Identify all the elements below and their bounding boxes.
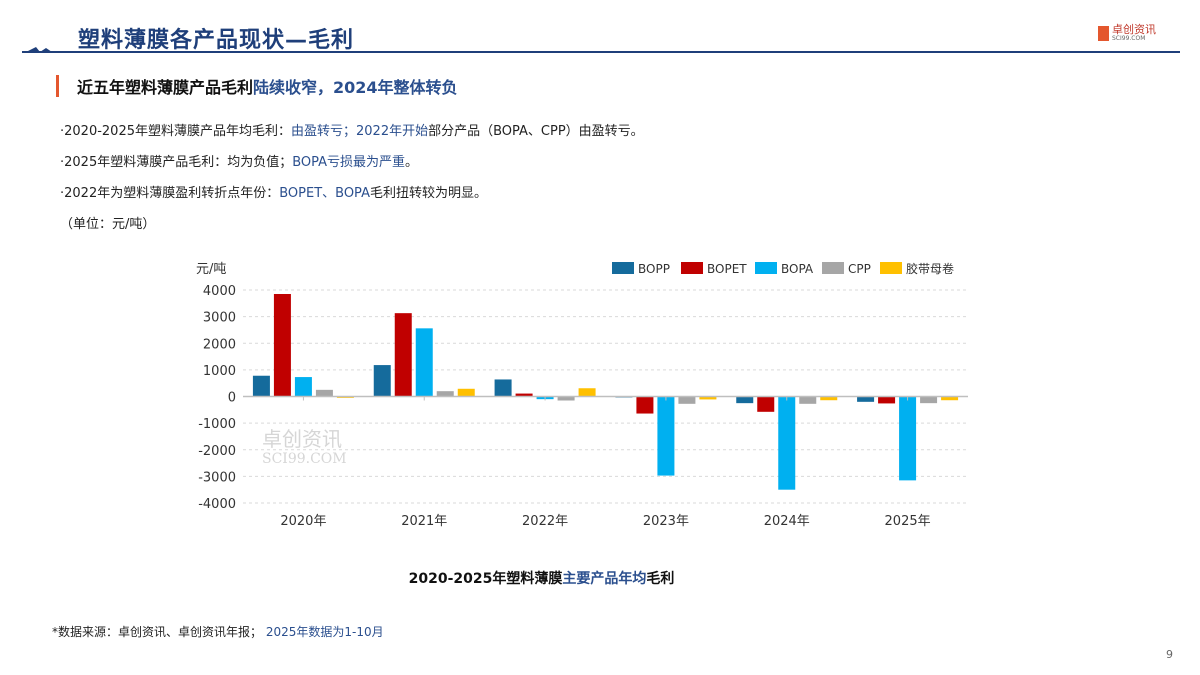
- y-tick-label: 0: [228, 391, 236, 406]
- bar-chart: 元/吨 4000 3000 2000 1000 0 -1000 -2000 -3000 -4000…: [196, 261, 968, 529]
- bar-BOPA: [294, 377, 312, 397]
- x-tick-label: 2021年: [401, 514, 447, 529]
- y-tick-label: 2000: [203, 337, 236, 352]
- bar-胶带母卷: [820, 396, 838, 401]
- y-tick-label: 4000: [203, 284, 236, 299]
- bullet-3: ·2022年为塑料薄膜盈利转折点年份：BOPET、BOPA毛利扭转较为明显。: [60, 186, 487, 201]
- bar-BOPA: [899, 396, 917, 481]
- bar-BOPA: [657, 396, 675, 476]
- bar-BOPA: [415, 328, 433, 397]
- bullet-2: ·2025年塑料薄膜产品毛利：均为负值；BOPA亏损最为严重。: [60, 155, 419, 170]
- bar-胶带母卷: [578, 388, 596, 397]
- legend-swatch-BOPA: [755, 262, 777, 274]
- x-tick-label: 2020年: [280, 514, 326, 529]
- bar-胶带母卷: [699, 396, 717, 400]
- accent-bar: [56, 75, 59, 97]
- bar-BOPP: [736, 396, 754, 404]
- y-tick-label: -3000: [198, 470, 236, 485]
- y-tick-label: 3000: [203, 311, 236, 326]
- legend-swatch-BOPP: [612, 262, 634, 274]
- x-tick-label: 2022年: [522, 514, 568, 529]
- legend-label: CPP: [848, 262, 871, 276]
- y-tick-label: -2000: [198, 444, 236, 459]
- bar-BOPP: [494, 379, 512, 397]
- logo-text: 卓创资讯: [1112, 23, 1156, 36]
- bar-BOPET: [878, 396, 896, 404]
- bar-CPP: [678, 396, 696, 404]
- subheading: 近五年塑料薄膜产品毛利陆续收窄，2024年整体转负: [56, 74, 458, 98]
- subheading-part2: 陆续收窄，2024年整体转负: [253, 78, 458, 97]
- bar-胶带母卷: [941, 396, 959, 401]
- bar-CPP: [799, 396, 817, 404]
- chart-title: 2020-2025年塑料薄膜主要产品年均毛利: [408, 571, 675, 587]
- source-note: *数据来源：卓创资讯、卓创资讯年报； 2025年数据为1-10月: [52, 625, 384, 639]
- bar-CPP: [436, 391, 454, 397]
- bar-CPP: [315, 389, 333, 397]
- legend-label: BOPP: [638, 262, 670, 276]
- bar-BOPET: [273, 293, 291, 397]
- x-tick-label: 2025年: [885, 514, 931, 529]
- title-divider: [22, 51, 1180, 53]
- bar-BOPET: [757, 396, 775, 412]
- bar-CPP: [557, 396, 575, 401]
- y-tick-label: -4000: [198, 497, 236, 512]
- legend-swatch-BOPET: [681, 262, 703, 274]
- bar-CPP: [920, 396, 938, 404]
- y-tick-label: -1000: [198, 417, 236, 432]
- legend-swatch-CPP: [822, 262, 844, 274]
- bar-BOPP: [857, 396, 875, 402]
- bar-胶带母卷: [457, 388, 475, 397]
- page-number: 9: [1166, 648, 1173, 661]
- legend-label: BOPET: [707, 262, 747, 276]
- unit-note: （单位：元/吨）: [60, 217, 156, 232]
- bar-BOPP: [252, 375, 270, 397]
- legend-label: BOPA: [781, 262, 814, 276]
- bar-BOPET: [394, 313, 412, 397]
- slide-title: 塑料薄膜各产品现状—毛利: [78, 28, 355, 53]
- x-tick-label: 2024年: [764, 514, 810, 529]
- logo-mark-icon: [1098, 26, 1109, 41]
- bar-BOPP: [373, 365, 391, 397]
- watermark: 卓创资讯 SCI99.COM: [262, 427, 347, 467]
- bullet-1: ·2020-2025年塑料薄膜产品年均毛利：由盈转亏；2022年开始部分产品（B…: [60, 124, 644, 139]
- legend-label: 胶带母卷: [906, 261, 954, 276]
- y-axis-label: 元/吨: [196, 262, 226, 277]
- bar-BOPET: [515, 393, 533, 397]
- decorative-peaks-icon: [26, 47, 52, 52]
- bar-BOPA: [778, 396, 796, 490]
- logo-sub: SCI99.COM: [1112, 35, 1146, 42]
- y-tick-label: 1000: [203, 364, 236, 379]
- legend-swatch-胶带母卷: [880, 262, 902, 274]
- subheading-part1: 近五年塑料薄膜产品毛利: [77, 78, 254, 97]
- logo: 卓创资讯 SCI99.COM: [1098, 23, 1156, 42]
- bar-BOPET: [636, 396, 654, 414]
- x-tick-label: 2023年: [643, 514, 689, 529]
